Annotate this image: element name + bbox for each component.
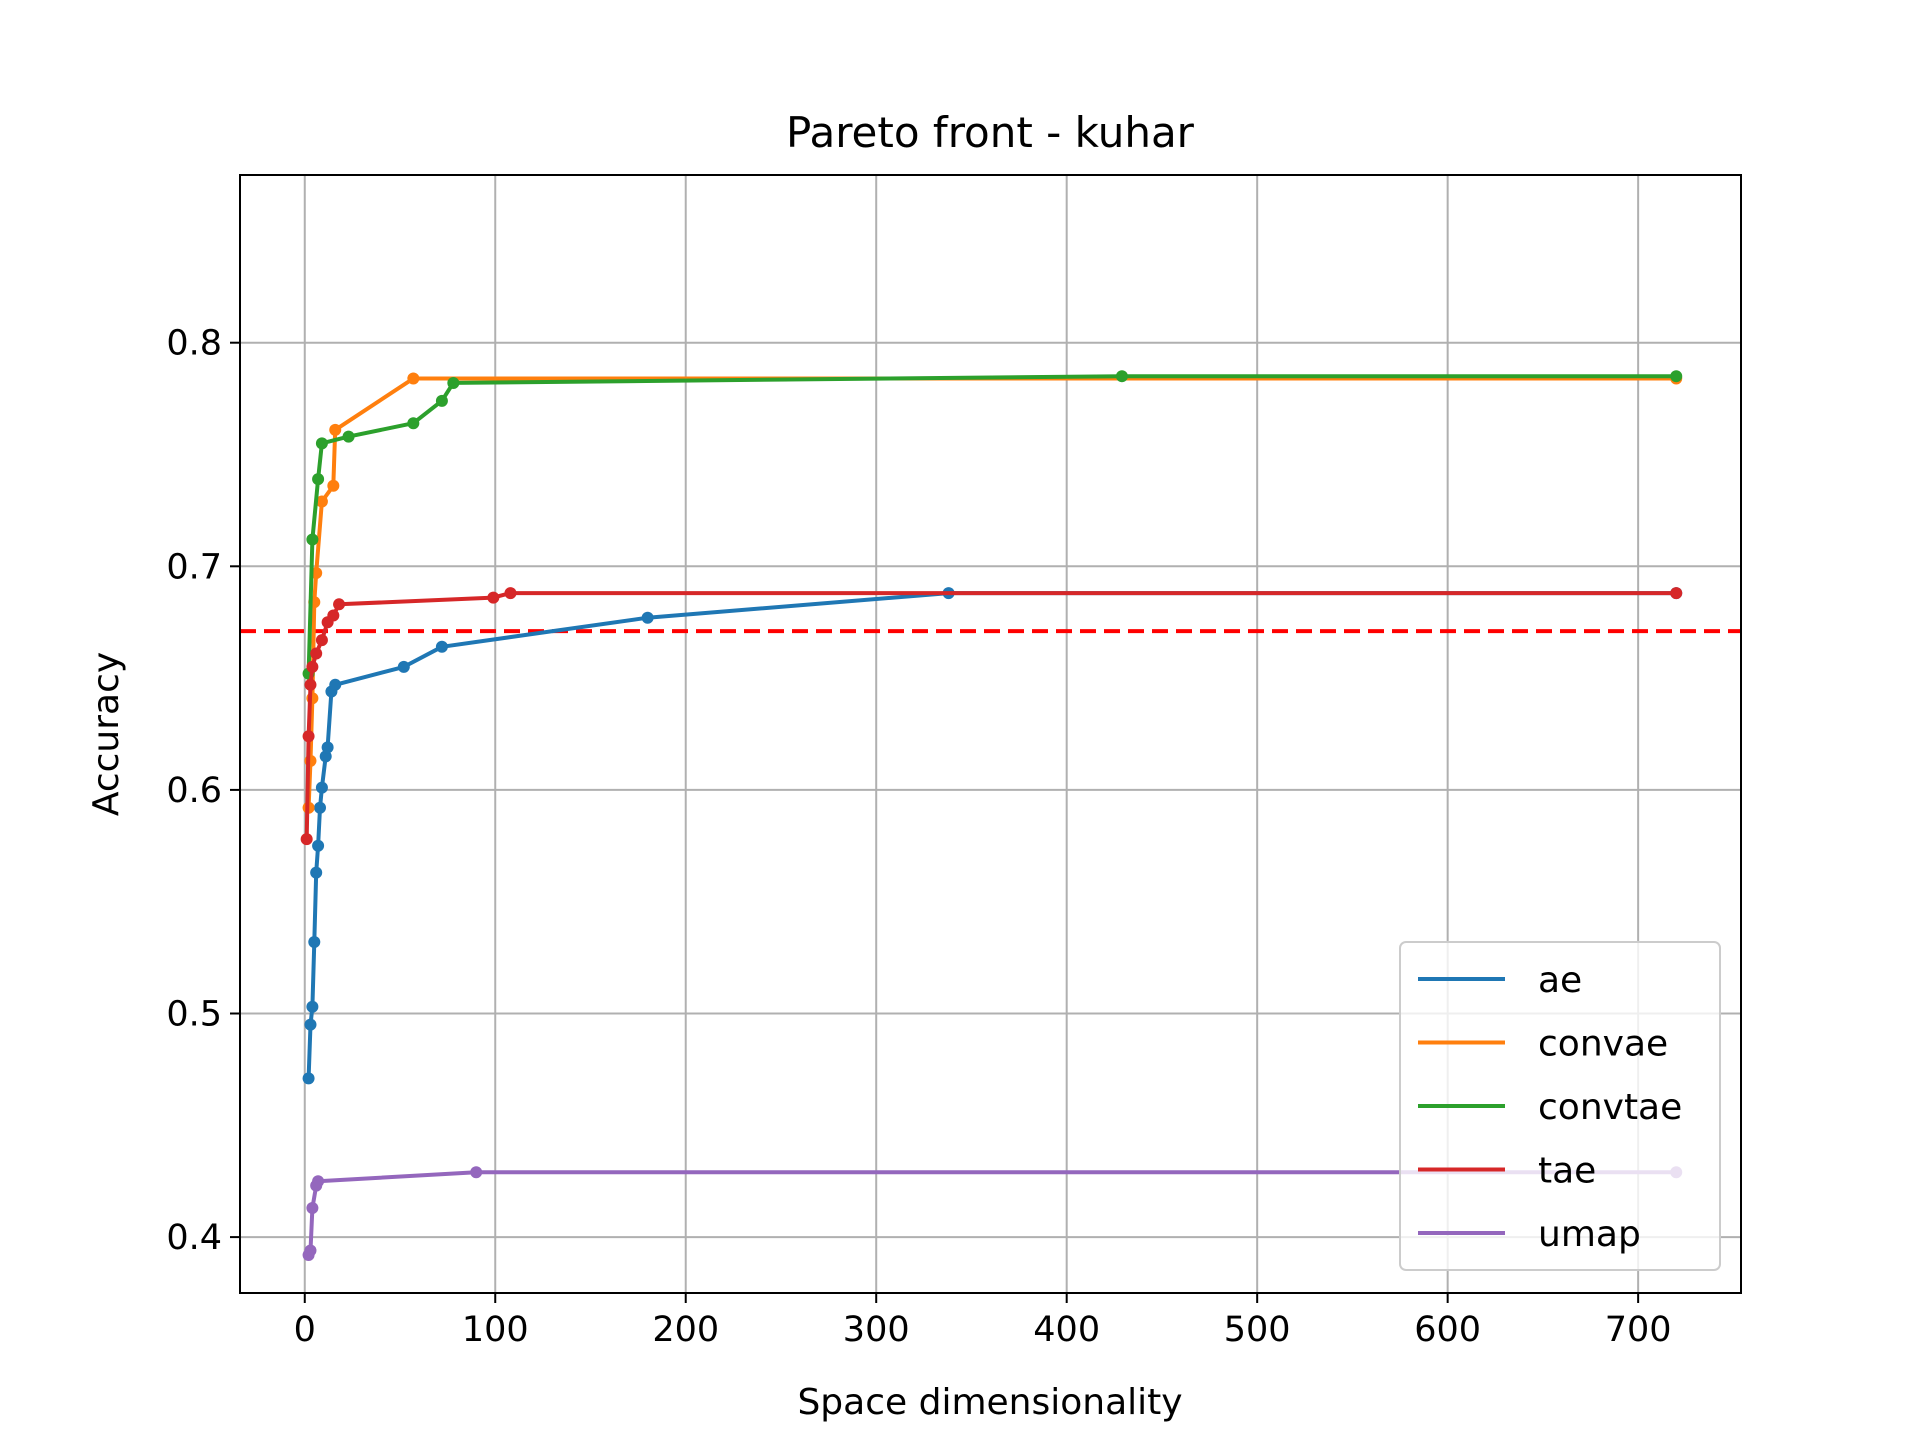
x-tick-label: 500	[1224, 1310, 1291, 1350]
legend-label: umap	[1538, 1214, 1641, 1255]
legend-item-ae: ae	[1418, 960, 1582, 1001]
data-point-umap	[306, 1202, 319, 1215]
y-tick-label: 0.5	[166, 995, 222, 1035]
data-point-convtae	[435, 394, 448, 407]
data-point-ae	[321, 741, 334, 754]
series-line-convtae	[306, 374, 1679, 676]
data-point-umap	[304, 1244, 317, 1257]
y-tick-label: 0.8	[166, 324, 222, 364]
series-line-convae	[306, 376, 1679, 810]
legend-item-convae: convae	[1418, 1024, 1668, 1065]
data-point-ae	[310, 866, 323, 879]
data-point-convtae	[312, 473, 325, 486]
tick-layer: 0 100 200 300 400 500 600 700 0.4 0.5 0.6 0.7 0.8	[166, 324, 1671, 1350]
data-point-convae	[329, 423, 342, 436]
data-point-ae	[306, 1000, 319, 1013]
y-tick-label: 0.4	[166, 1218, 222, 1258]
data-point-ae	[312, 839, 325, 852]
data-point-ae	[329, 678, 342, 691]
legend-item-umap: umap	[1418, 1214, 1641, 1255]
x-tick-label: 100	[462, 1310, 529, 1350]
chart-title: Pareto front - kuhar	[786, 108, 1195, 157]
data-point-ae	[314, 801, 327, 814]
data-point-tae	[304, 678, 317, 691]
data-point-ae	[308, 935, 321, 948]
data-point-tae	[1670, 587, 1683, 600]
legend: ae convae convtae tae umap	[1399, 941, 1721, 1271]
data-point-convae	[315, 495, 328, 508]
x-tick-label: 700	[1605, 1310, 1672, 1350]
data-point-convtae	[1670, 370, 1683, 383]
data-point-umap	[312, 1175, 325, 1188]
legend-label: ae	[1538, 960, 1582, 1001]
data-point-ae	[304, 1018, 317, 1031]
data-point-tae	[310, 647, 323, 660]
x-tick-label: 0	[294, 1310, 316, 1350]
data-point-tae	[315, 634, 328, 647]
data-point-convtae	[342, 430, 355, 443]
data-point-ae	[315, 781, 328, 794]
y-axis-label: Accuracy	[86, 652, 127, 816]
x-tick-label: 600	[1414, 1310, 1481, 1350]
data-point-ae	[397, 660, 410, 673]
legend-items: ae convae convtae tae umap	[1418, 960, 1682, 1255]
series-convtae	[302, 370, 1683, 680]
data-point-convtae	[306, 533, 319, 546]
data-point-convtae	[407, 417, 420, 430]
x-tick-label: 200	[652, 1310, 719, 1350]
x-tick-label: 400	[1033, 1310, 1100, 1350]
series-tae	[300, 587, 1683, 846]
legend-item-tae: tae	[1418, 1151, 1596, 1192]
data-point-convae	[407, 372, 420, 385]
data-point-ae	[641, 611, 654, 624]
data-point-ae	[435, 640, 448, 653]
legend-label: convtae	[1538, 1087, 1682, 1128]
data-point-tae	[302, 730, 315, 743]
legend-label: convae	[1538, 1024, 1668, 1065]
x-tick-label: 300	[843, 1310, 910, 1350]
legend-label: tae	[1538, 1151, 1596, 1192]
data-point-ae	[319, 750, 332, 763]
x-axis-label: Space dimensionality	[797, 1382, 1182, 1423]
data-point-convtae	[1115, 370, 1128, 383]
data-point-tae	[306, 660, 319, 673]
data-point-convtae	[447, 376, 460, 389]
data-point-tae	[504, 587, 517, 600]
plot-frame	[239, 174, 1742, 1294]
series-layer	[300, 370, 1683, 1261]
legend-item-convtae: convtae	[1418, 1087, 1682, 1128]
legend-box	[1399, 941, 1721, 1271]
data-point-ae	[302, 1072, 315, 1085]
data-point-tae	[327, 609, 340, 622]
y-tick-label: 0.7	[166, 547, 222, 587]
data-point-tae	[487, 591, 500, 604]
data-point-tae	[333, 598, 346, 611]
y-tick-label: 0.6	[166, 771, 222, 811]
series-umap	[302, 1166, 1683, 1261]
data-point-tae	[300, 833, 313, 846]
data-point-convae	[327, 479, 340, 492]
data-point-convtae	[315, 437, 328, 450]
data-point-umap	[470, 1166, 483, 1179]
